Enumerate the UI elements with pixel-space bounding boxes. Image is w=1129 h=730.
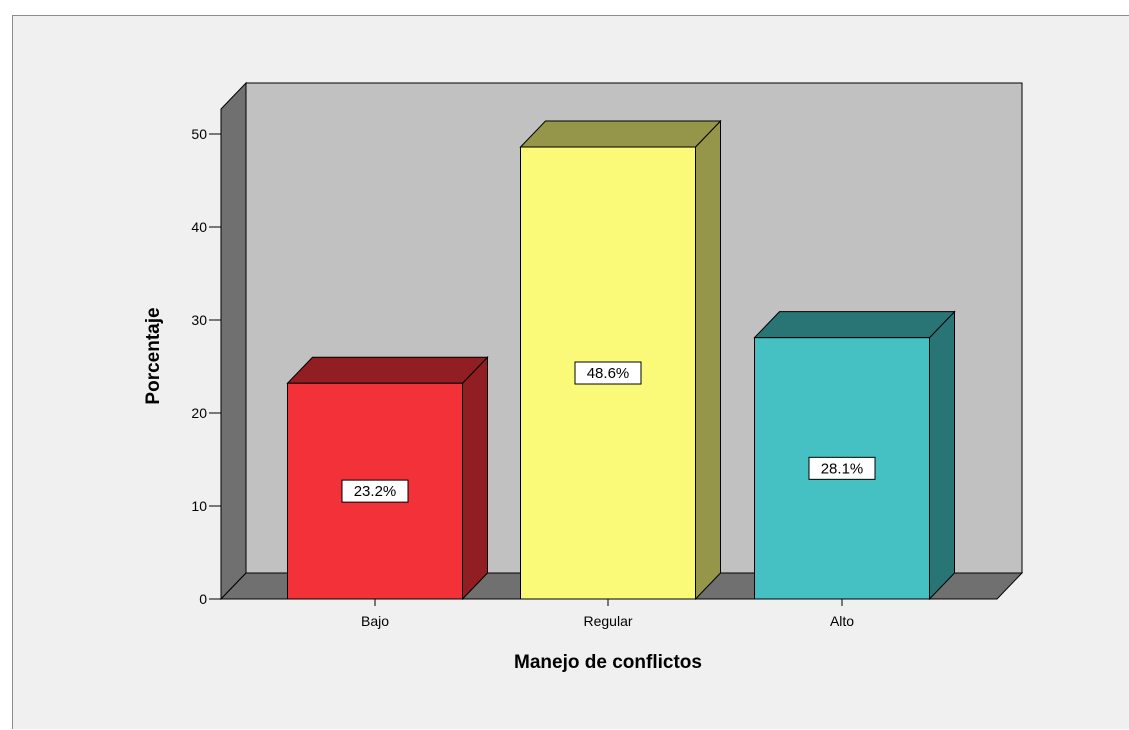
bar-side-alto xyxy=(929,310,955,601)
y-tick-label: 50 xyxy=(191,126,207,142)
bar-chart: 0 10 20 30 40 50 23.2% Bajo 48.6% Regular 28.1% Alt… xyxy=(143,81,1024,673)
x-tick-label: Bajo xyxy=(361,613,389,629)
data-label: 48.6% xyxy=(587,365,630,382)
side-wall xyxy=(220,81,247,601)
data-label-box xyxy=(341,479,409,503)
data-label: 28.1% xyxy=(821,460,864,477)
x-axis-title: Manejo de conflictos xyxy=(514,652,702,673)
data-label-box xyxy=(808,456,876,480)
chart-frame: 0 10 20 30 40 50 23.2% Bajo 48.6% Regular 28.1% Alt… xyxy=(12,15,1129,729)
bar-side-bajo xyxy=(462,355,488,601)
data-label: 23.2% xyxy=(354,483,397,500)
y-tick-label: 30 xyxy=(191,312,207,328)
y-axis-title: Porcentaje xyxy=(143,307,164,404)
bar-top-regular xyxy=(519,120,722,148)
bar-top-alto xyxy=(753,311,956,339)
y-tick-label: 20 xyxy=(191,405,207,421)
data-label-box xyxy=(574,361,642,385)
y-tick-label: 10 xyxy=(191,498,207,514)
y-tick-label: 40 xyxy=(191,219,207,235)
x-tick-label: Alto xyxy=(830,613,854,629)
bar-side-regular xyxy=(695,119,721,601)
y-tick-label: 0 xyxy=(199,591,207,607)
bar-top-bajo xyxy=(286,356,489,384)
x-tick-label: Regular xyxy=(583,613,632,629)
bar-regular xyxy=(520,146,696,600)
